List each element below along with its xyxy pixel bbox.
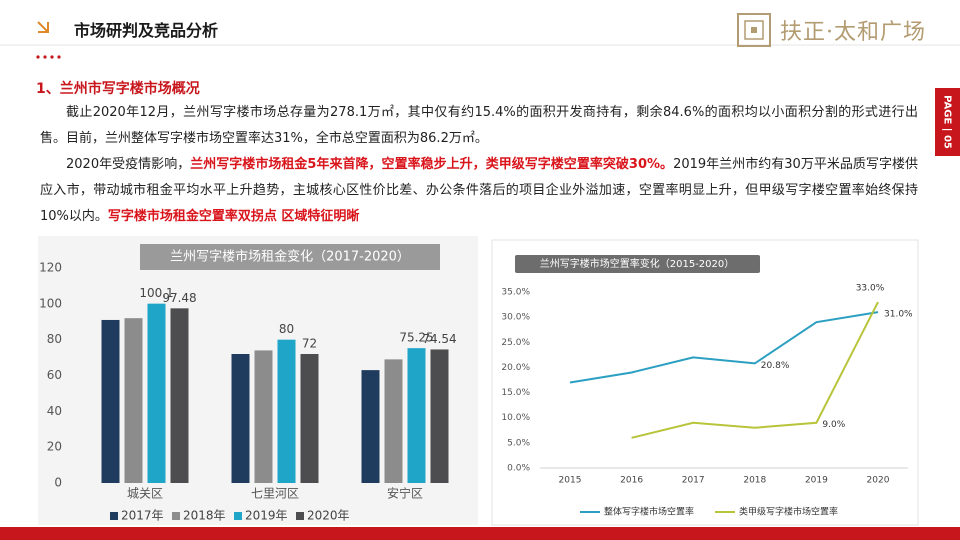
header-icon: [37, 21, 49, 33]
logo-icon: [737, 13, 771, 47]
x-tick-label: 2015: [559, 476, 582, 486]
data-label: 9.0%: [822, 420, 845, 430]
highlight-text: 兰州写字楼市场租金5年来首降，空置率稳步上升，类甲级写字楼空置率突破30%。: [190, 157, 674, 172]
x-tick-label: 2019: [805, 476, 828, 486]
data-label: 20.8%: [761, 361, 790, 371]
x-tick-label: 七里河区: [251, 487, 299, 501]
line: [569, 311, 879, 384]
bar: [147, 303, 166, 483]
data-label: 80: [279, 322, 294, 336]
bar: [231, 354, 250, 483]
bar: [277, 339, 296, 483]
data-label: 74.54: [422, 332, 456, 346]
body-text: 2020年受疫情影响，: [66, 157, 191, 172]
chart-title-banner: [140, 244, 440, 270]
chart-title: 兰州写字楼市场空置率变化（2015-2020）: [540, 257, 735, 270]
body-text: 2019年兰州市约有30万平米品质写字楼供应入市，带动城市租金平均水平上升趋势，…: [40, 157, 918, 224]
page-tab: PAGE | 05: [935, 88, 960, 156]
highlight-text: 写字楼市场租金空置率双拐点 区域特征明晰: [107, 209, 360, 224]
legend-label: 整体写字楼市场空置率: [604, 506, 694, 518]
y-tick-label: 5.0%: [507, 438, 530, 448]
x-tick-label: 2017: [682, 476, 705, 486]
bar: [384, 359, 403, 483]
bar: [361, 370, 380, 483]
legend-label: 2019年: [245, 509, 288, 523]
y-tick-label: 30.0%: [501, 313, 530, 323]
bar: [101, 319, 120, 483]
chart-panel: [491, 239, 919, 526]
y-tick-label: 100: [39, 296, 62, 310]
x-tick-label: 城关区: [127, 487, 163, 501]
bar: [254, 350, 273, 483]
x-tick-label: 2020: [867, 476, 890, 486]
logo-text: 扶正·太和广场: [780, 20, 926, 45]
data-label: 31.0%: [884, 310, 913, 320]
y-tick-label: 20.0%: [501, 363, 530, 373]
body-text: 截止2020年12月，兰州写字楼市场总存量为278.1万㎡，其中仅有约15.4%…: [40, 105, 918, 146]
y-tick-label: 60: [47, 368, 62, 382]
bar: [170, 308, 189, 483]
legend-swatch: [110, 512, 118, 520]
header-dots: [36, 55, 61, 59]
paragraph: 截止2020年12月，兰州写字楼市场总存量为278.1万㎡，其中仅有约15.4%…: [40, 100, 918, 152]
y-tick-label: 15.0%: [501, 388, 530, 398]
section-title: 1、兰州市写字楼市场概况: [36, 81, 200, 97]
data-label: 100.1: [139, 286, 173, 300]
footer-bar: [0, 527, 960, 540]
legend-label: 2018年: [183, 509, 226, 523]
legend-label: 2020年: [307, 509, 350, 523]
y-tick-label: 35.0%: [501, 288, 530, 298]
bar: [430, 349, 449, 483]
legend-swatch: [234, 512, 242, 520]
paragraph: 2020年受疫情影响，兰州写字楼市场租金5年来首降，空置率稳步上升，类甲级写字楼…: [40, 152, 918, 230]
legend-swatch: [296, 512, 304, 520]
legend-label: 类甲级写字楼市场空置率: [739, 506, 838, 518]
chart-title-banner: [515, 255, 760, 273]
bar: [407, 348, 426, 483]
y-tick-label: 80: [47, 332, 62, 346]
legend-label: 2017年: [121, 509, 164, 523]
bar: [124, 318, 143, 483]
data-label: 33.0%: [856, 284, 885, 294]
data-label: 75.25: [399, 331, 433, 345]
y-tick-label: 25.0%: [501, 338, 530, 348]
line: [631, 301, 879, 439]
x-tick-label: 2016: [620, 476, 643, 486]
x-tick-label: 安宁区: [387, 486, 423, 501]
bar: [300, 354, 319, 483]
header-title: 市场研判及竞品分析: [74, 21, 219, 40]
y-tick-label: 0.0%: [507, 464, 530, 474]
y-tick-label: 20: [47, 440, 62, 454]
legend-swatch: [172, 512, 180, 520]
page-tab-label: PAGE | 05: [941, 95, 953, 149]
data-label: 72: [302, 337, 317, 351]
data-label: 97.48: [162, 291, 196, 305]
y-tick-label: 0: [54, 476, 62, 490]
x-tick-label: 2018: [743, 476, 766, 486]
chart-title: 兰州写字楼市场租金变化（2017-2020）: [170, 249, 410, 265]
y-tick-label: 10.0%: [501, 413, 530, 423]
y-tick-label: 120: [39, 261, 62, 275]
y-tick-label: 40: [47, 404, 62, 418]
